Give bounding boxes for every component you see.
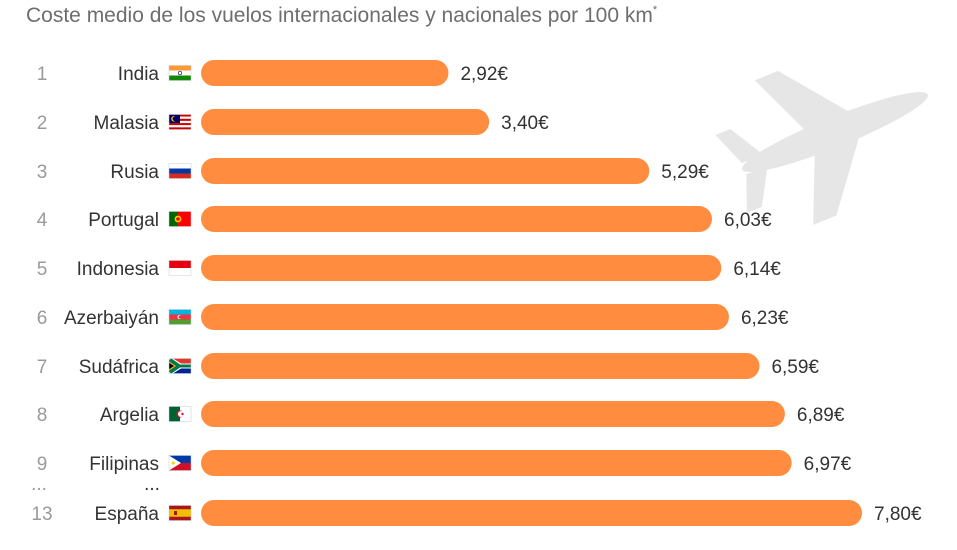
flag-india-icon	[168, 65, 192, 81]
rank-label: 6	[37, 308, 48, 329]
bar-row: 2 Malasia 3,40€	[37, 109, 549, 135]
flag-indonesia-icon	[168, 260, 192, 276]
value-label: 6,89€	[797, 405, 845, 426]
flag-spain-icon	[168, 505, 192, 521]
country-label: Indonesia	[77, 259, 160, 280]
bar	[201, 450, 792, 476]
country-label: Rusia	[110, 162, 159, 183]
chart-subtitle: Coste medio de los vuelos internacionale…	[26, 4, 657, 28]
flag-south-africa-icon	[168, 358, 192, 374]
flag-azerbaijan-icon	[168, 309, 192, 325]
country-label: India	[118, 64, 160, 85]
rank-label: 5	[37, 259, 48, 280]
country-label: Filipinas	[89, 454, 159, 475]
bar	[201, 353, 760, 379]
rank-label: 9	[37, 454, 48, 475]
gap-marker: ... ...	[31, 474, 160, 495]
bar-row: 7 Sudáfrica 6,59€	[37, 353, 819, 379]
bar-row: 1 India 2,92€	[37, 60, 508, 86]
flag-algeria-icon	[168, 406, 192, 422]
country-label: Argelia	[100, 405, 160, 426]
rank-label: 3	[37, 162, 48, 183]
rank-label: 8	[37, 405, 48, 426]
rank-label: 7	[37, 357, 48, 378]
value-label: 5,29€	[661, 162, 709, 183]
value-label: 7,80€	[874, 504, 922, 525]
bar-row: 9 Filipinas 6,97€	[37, 450, 852, 476]
bar	[201, 158, 650, 184]
flag-portugal-icon	[168, 211, 192, 227]
rank-label: 2	[37, 113, 48, 134]
bar	[201, 206, 713, 232]
country-label: España	[95, 504, 160, 525]
value-label: 6,14€	[733, 259, 781, 280]
value-label: 6,03€	[724, 210, 772, 231]
country-label: Sudáfrica	[79, 357, 160, 378]
flag-philippines-icon	[168, 455, 192, 471]
subtitle-text: Coste medio de los vuelos internacionale…	[26, 4, 653, 27]
value-label: 6,97€	[804, 454, 852, 475]
bar-row: 5 Indonesia 6,14€	[37, 255, 781, 281]
bar	[201, 109, 490, 135]
gap-marker-country: ...	[144, 474, 160, 495]
rank-label: 1	[37, 64, 48, 85]
value-label: 6,23€	[741, 308, 789, 329]
bar	[201, 255, 722, 281]
gap-marker-rank: ...	[31, 474, 47, 495]
bar	[201, 60, 449, 86]
bar	[201, 401, 785, 427]
bar-row: 8 Argelia 6,89€	[37, 401, 845, 427]
country-label: Malasia	[94, 113, 160, 134]
bar-row: 4 Portugal 6,03€	[37, 206, 772, 232]
value-label: 2,92€	[460, 64, 508, 85]
bar	[201, 304, 729, 330]
country-label: Portugal	[88, 210, 159, 231]
chart-rows: 1 India 2,92€ 2 Malasia 3,40€ 3 Rusia 5,29€ 4 Port…	[31, 60, 922, 526]
flag-russia-icon	[168, 163, 192, 179]
bar-row: 13 España 7,80€	[31, 500, 922, 526]
bar-row: 6 Azerbaiyán 6,23€	[37, 304, 789, 330]
rank-label: 13	[31, 504, 52, 525]
flag-malaysia-icon	[168, 114, 192, 130]
airplane-icon	[715, 70, 928, 225]
value-label: 3,40€	[501, 113, 549, 134]
bar-row: 3 Rusia 5,29€	[37, 158, 709, 184]
bar	[201, 500, 862, 526]
value-label: 6,59€	[771, 357, 819, 378]
rank-label: 4	[37, 210, 48, 231]
country-label: Azerbaiyán	[64, 308, 159, 329]
subtitle-footnote-mark: *	[652, 4, 658, 16]
